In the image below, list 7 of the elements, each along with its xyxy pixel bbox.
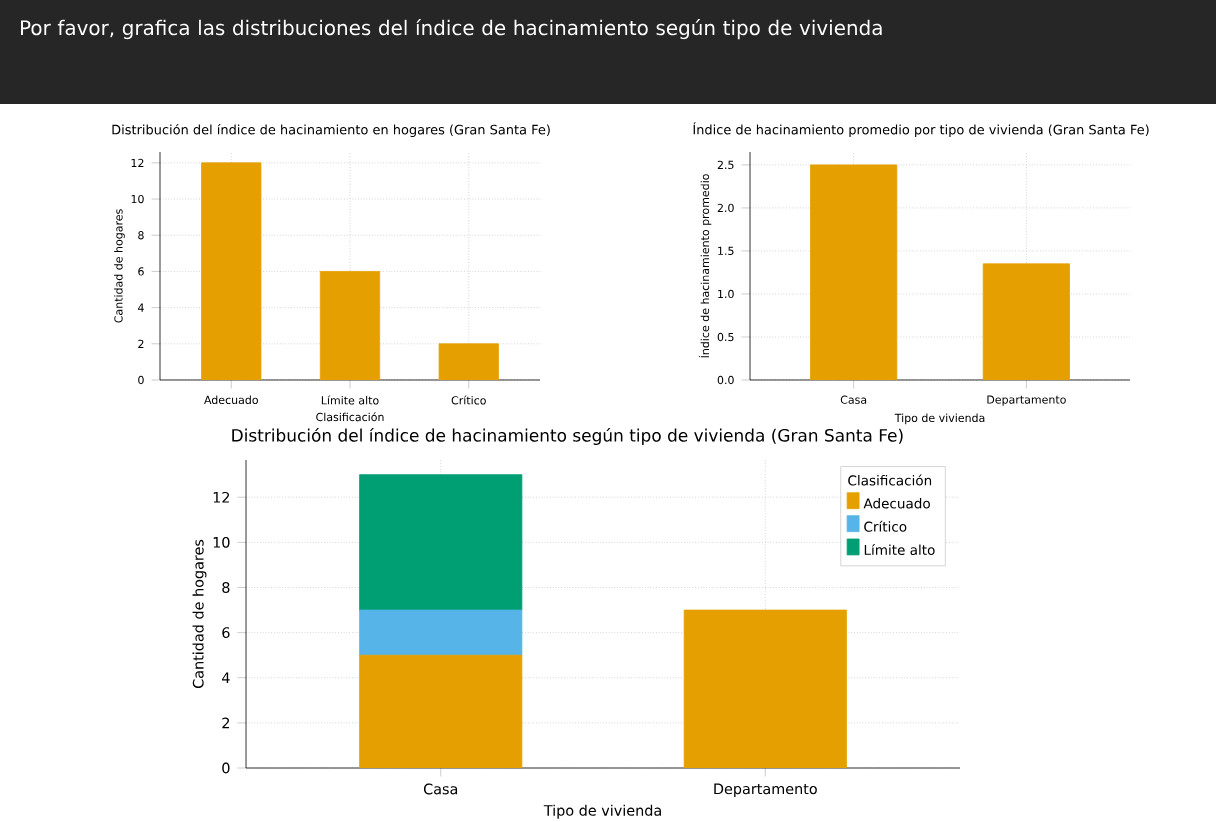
bar [319,271,381,380]
chart-title: Distribución del índice de hacinamiento según tipo de vivienda (Gran Santa Fe) [232,427,903,446]
bar [359,609,523,656]
bar [359,474,523,611]
bar [438,343,499,380]
bar [201,162,262,380]
text: Por favor, grafica las distribuciones del índice de hacinamiento según tipo de vivienda [21,19,882,40]
